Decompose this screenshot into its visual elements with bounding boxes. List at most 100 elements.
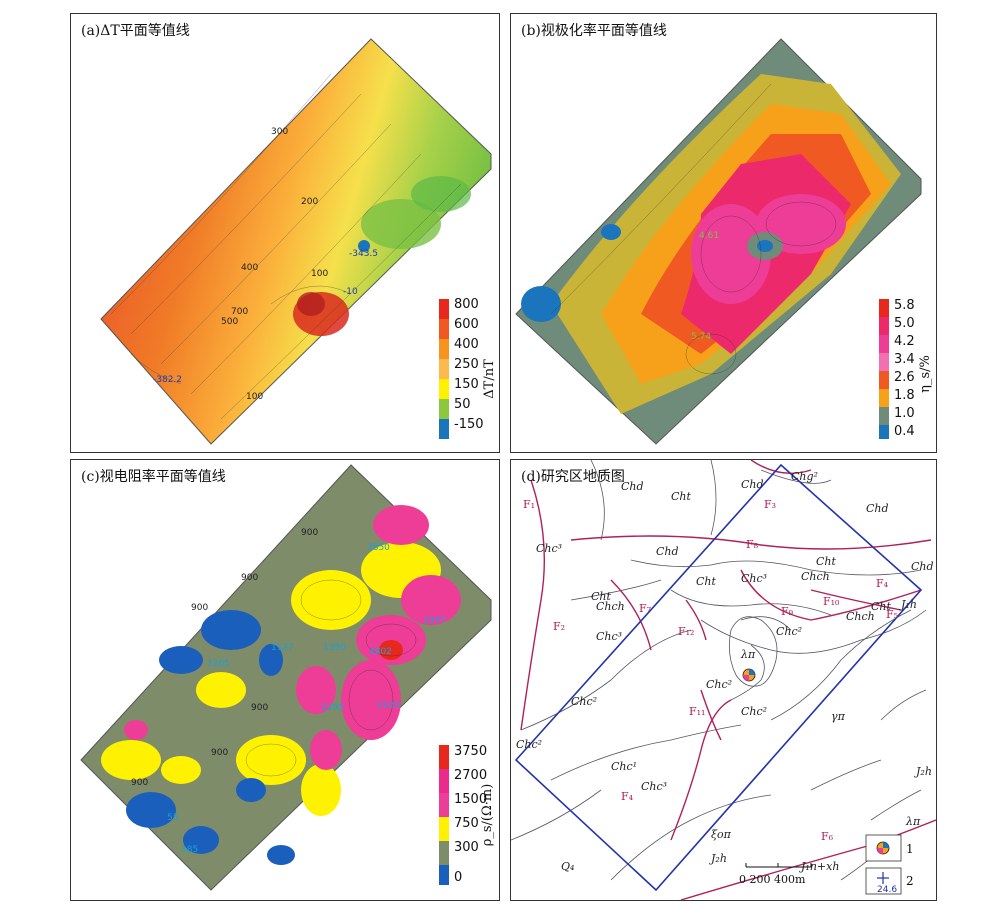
svg-text:2997: 2997 [423,616,446,626]
svg-text:-10: -10 [343,287,358,297]
svg-text:800: 800 [454,297,479,312]
svg-text:4802: 4802 [369,647,392,657]
contour-lines [245,579,417,777]
svg-text:η_s/%: η_s/% [918,355,933,393]
svg-text:900: 900 [191,603,208,613]
svg-text:ξοπ: ξοπ [711,828,732,841]
panel-d-title: (d)研究区地质图 [521,469,625,485]
svg-text:300: 300 [271,127,288,137]
svg-text:1850: 1850 [367,543,390,553]
svg-text:-382.2: -382.2 [153,375,182,385]
svg-text:F₄: F₄ [621,790,634,803]
svg-text:Chd: Chd [621,480,644,493]
svg-text:Chd: Chd [866,502,889,515]
panel-c-title: (c)视电阻率平面等值线 [81,469,226,485]
svg-text:1127: 1127 [271,643,294,653]
svg-text:0 200 400m: 0 200 400m [739,873,806,886]
colorbar-c: 3750 2700 1500 750 300 0 ρ_s/(Ω·m) [439,744,495,885]
svg-text:400: 400 [454,337,479,352]
svg-text:50: 50 [454,397,471,412]
svg-text:200: 200 [301,197,318,207]
svg-text:F₈: F₈ [746,538,759,551]
svg-text:λπ: λπ [905,815,921,828]
svg-text:5.74: 5.74 [691,332,711,342]
svg-text:F₄: F₄ [876,577,889,590]
svg-text:1.0: 1.0 [894,406,915,421]
svg-text:4.61: 4.61 [699,231,719,241]
svg-text:250: 250 [454,357,479,372]
svg-text:F₁₀: F₁₀ [823,595,840,608]
svg-text:Chch: Chch [846,610,875,623]
svg-text:Cht: Cht [696,575,717,588]
panel-a-magnetic: 300 200 100 400 500 700 100 -382.2 -10 -… [70,13,500,453]
panel-a-title: (a)ΔT平面等值线 [81,23,190,39]
svg-text:150: 150 [454,377,479,392]
svg-text:γπ: γπ [831,710,846,723]
svg-text:Chc²: Chc² [741,705,767,718]
svg-text:2700: 2700 [454,768,487,783]
svg-text:55: 55 [167,813,178,823]
svg-text:Chc²: Chc² [776,625,802,638]
anomaly-green [411,176,471,212]
svg-text:1350: 1350 [323,643,346,653]
svg-text:0.4: 0.4 [894,424,915,439]
scale-bar: 0 200 400m [739,863,812,886]
geology-map: Chg² Chd Cht Chd Chd Chd Chc³ Chd Cht Ch… [511,460,936,900]
svg-text:600: 600 [454,317,479,332]
svg-text:1205: 1205 [207,659,230,669]
svg-text:Chd: Chd [656,545,679,558]
svg-text:900: 900 [251,703,268,713]
svg-text:1: 1 [906,842,914,856]
svg-text:F₁₁: F₁₁ [689,705,705,718]
svg-text:F₃: F₃ [764,498,776,511]
svg-text:F₂: F₂ [553,620,565,633]
point-labels: -382.2 -10 -343.5 [153,249,378,385]
svg-text:24.6: 24.6 [877,885,897,895]
svg-text:Chd: Chd [741,478,764,491]
svg-text:Cht: Cht [591,590,612,603]
panel-b-title: (b)视极化率平面等值线 [521,23,667,39]
svg-text:-150: -150 [454,417,484,432]
contour-value-labels: 900 900 900 900 900 900 [131,528,318,788]
svg-text:J₁n+xh: J₁n+xh [799,860,839,873]
contour-lines [550,83,837,375]
svg-text:ρ_s/(Ω·m): ρ_s/(Ω·m) [480,784,495,847]
intrusion-symbol [742,668,756,682]
anomaly-green [361,199,441,249]
intrusive-body [728,616,778,687]
point-labels: 4802 2997 2105 1850 1205 1127 2295 1350 … [167,543,446,855]
svg-text:Chg²: Chg² [791,470,818,483]
anomaly-low [358,240,370,252]
svg-text:Chc³: Chc³ [596,630,622,643]
anomaly-low-nw [601,224,621,240]
svg-text:900: 900 [301,528,318,538]
survey-boundary [514,463,923,892]
svg-text:2295: 2295 [321,703,344,713]
svg-text:0: 0 [454,870,462,885]
svg-text:Cht: Cht [671,490,692,503]
geologic-unit-labels: Chg² Chd Cht Chd Chd Chd Chc³ Chd Cht Ch… [516,470,934,873]
svg-text:5.0: 5.0 [894,316,915,331]
svg-text:3.4: 3.4 [894,352,915,367]
svg-text:2105: 2105 [377,701,400,711]
resistivity-contour-map: 4802 2997 2105 1850 1205 1127 2295 1350 … [80,464,495,891]
svg-text:Cht: Cht [816,555,837,568]
svg-text:500: 500 [221,317,238,327]
polarization-contour-map: 4.61 5.74 5.8 5.0 4.2 3.4 2.6 1.8 1.0 0.… [515,38,933,445]
colorbar-b: 5.8 5.0 4.2 3.4 2.6 1.8 1.0 0.4 η_s/% [879,298,933,439]
svg-text:300: 300 [454,840,479,855]
svg-text:Chc²: Chc² [706,678,732,691]
fault-lines [520,460,936,900]
svg-text:900: 900 [131,778,148,788]
svg-text:F₆: F₆ [821,830,834,843]
panel-c-resistivity: 4802 2997 2105 1850 1205 1127 2295 1350 … [70,459,500,901]
svg-text:J₁h: J₁h [899,598,917,611]
point-labels: 4.61 5.74 [691,231,719,342]
panel-b-polarization: 4.61 5.74 5.8 5.0 4.2 3.4 2.6 1.8 1.0 0.… [510,13,937,453]
svg-text:-343.5: -343.5 [349,249,378,259]
svg-text:185: 185 [181,845,198,855]
map-legend: 1 24.6 2 [865,834,914,895]
svg-text:2: 2 [906,874,914,888]
svg-text:Q₄: Q₄ [561,860,574,873]
anomaly-low-sw [521,286,561,322]
